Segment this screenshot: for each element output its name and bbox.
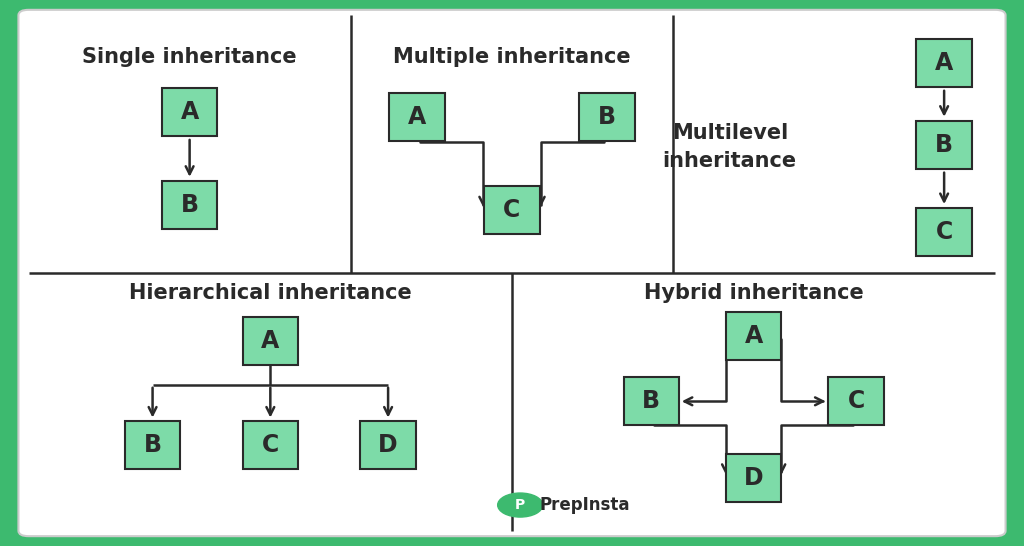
FancyBboxPatch shape — [828, 377, 884, 425]
FancyBboxPatch shape — [484, 186, 540, 234]
Text: A: A — [935, 51, 953, 75]
FancyBboxPatch shape — [916, 121, 972, 169]
FancyBboxPatch shape — [243, 421, 298, 469]
Circle shape — [498, 493, 543, 517]
FancyBboxPatch shape — [916, 208, 972, 256]
Text: PrepInsta: PrepInsta — [540, 496, 630, 514]
Text: C: C — [262, 433, 279, 457]
FancyBboxPatch shape — [389, 93, 444, 141]
FancyBboxPatch shape — [624, 377, 679, 425]
Text: B: B — [935, 133, 953, 157]
FancyBboxPatch shape — [18, 10, 1006, 536]
Text: A: A — [744, 324, 763, 348]
Text: D: D — [378, 433, 398, 457]
Text: C: C — [848, 389, 864, 413]
FancyBboxPatch shape — [243, 317, 298, 365]
Text: A: A — [408, 105, 426, 129]
FancyBboxPatch shape — [162, 88, 217, 136]
Text: A: A — [261, 329, 280, 353]
Text: B: B — [598, 105, 615, 129]
FancyBboxPatch shape — [726, 312, 781, 360]
Text: Hybrid inheritance: Hybrid inheritance — [644, 283, 863, 302]
Text: Multilevel
inheritance: Multilevel inheritance — [663, 123, 797, 171]
Text: Multiple inheritance: Multiple inheritance — [393, 48, 631, 67]
Text: B: B — [143, 433, 162, 457]
FancyBboxPatch shape — [726, 454, 781, 502]
Text: Single inheritance: Single inheritance — [82, 48, 297, 67]
Text: D: D — [743, 466, 764, 490]
Text: Hierarchical inheritance: Hierarchical inheritance — [129, 283, 412, 302]
Text: B: B — [642, 389, 660, 413]
FancyBboxPatch shape — [916, 39, 972, 87]
FancyBboxPatch shape — [360, 421, 416, 469]
Text: A: A — [180, 100, 199, 124]
FancyBboxPatch shape — [580, 93, 635, 141]
FancyBboxPatch shape — [125, 421, 180, 469]
Text: B: B — [180, 193, 199, 217]
Text: C: C — [504, 198, 520, 222]
Text: P: P — [515, 498, 525, 512]
FancyBboxPatch shape — [162, 181, 217, 229]
Text: C: C — [936, 220, 952, 244]
